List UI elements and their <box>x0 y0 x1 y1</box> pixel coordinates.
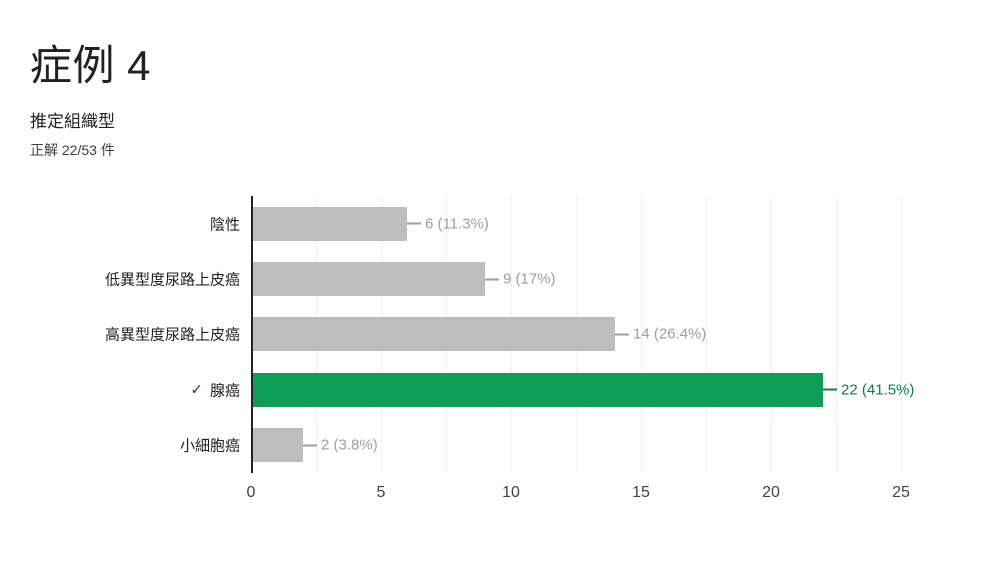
bar[interactable] <box>251 428 303 463</box>
gridline <box>901 196 902 473</box>
annotation-connector-line <box>615 333 629 336</box>
category-label: 陰性 <box>209 216 240 234</box>
annotation-connector-line <box>303 444 317 447</box>
bar[interactable] <box>251 317 615 352</box>
category-label: 高異型度尿路上皮癌 <box>104 326 240 344</box>
bar-value-label: 2 (3.8%) <box>303 437 378 454</box>
category-label: 低異型度尿路上皮癌 <box>104 271 240 289</box>
category-label: 小細胞癌 <box>179 437 240 455</box>
bar-row-negative: 陰性 6 (11.3%) <box>210 196 901 251</box>
bar-row-small-cell: 小細胞癌 2 (3.8%) <box>180 418 901 473</box>
bar-value-label: 22 (41.5%) <box>823 381 914 398</box>
x-tick-label: 0 <box>246 484 256 501</box>
bar-chart: 陰性 6 (11.3%) 低異型度尿路上皮癌 9 (17%) 高異型度尿路上皮癌… <box>105 196 914 501</box>
gridline <box>771 196 772 473</box>
annotation-connector-line <box>823 388 837 391</box>
bar-value-label: 9 (17%) <box>485 271 556 288</box>
bar[interactable] <box>251 206 407 241</box>
bar-value-label: 14 (26.4%) <box>615 326 706 343</box>
page-title: 症例 4 <box>30 42 152 90</box>
bar[interactable] <box>251 262 485 297</box>
gridline <box>706 196 707 473</box>
gridline <box>641 196 642 473</box>
y-axis-line <box>251 196 253 473</box>
annotation-connector-line <box>485 278 499 281</box>
x-tick-label: 15 <box>632 484 650 501</box>
correct-check-icon: ✓ <box>190 381 203 399</box>
x-tick-label: 5 <box>376 484 386 501</box>
bar-correct-answer[interactable] <box>251 372 823 407</box>
x-tick-label: 10 <box>502 484 520 501</box>
x-tick-label: 25 <box>892 484 910 501</box>
x-tick-label: 20 <box>762 484 780 501</box>
gridline <box>836 196 837 473</box>
question-title: 推定組織型 <box>30 112 115 131</box>
bar-rows: 陰性 6 (11.3%) 低異型度尿路上皮癌 9 (17%) 高異型度尿路上皮癌… <box>105 196 914 473</box>
bar-value-label: 6 (11.3%) <box>407 215 489 232</box>
category-label: ✓ 腺癌 <box>190 381 240 400</box>
annotation-connector-line <box>407 222 421 225</box>
bar-row-low-grade-urothelial: 低異型度尿路上皮癌 9 (17%) <box>105 251 901 306</box>
bar-row-high-grade-urothelial: 高異型度尿路上皮癌 14 (26.4%) <box>105 307 901 362</box>
bar-row-adenocarcinoma-correct: ✓ 腺癌 22 (41.5%) <box>190 362 914 417</box>
correct-count-summary: 正解 22/53 件 <box>30 142 115 158</box>
